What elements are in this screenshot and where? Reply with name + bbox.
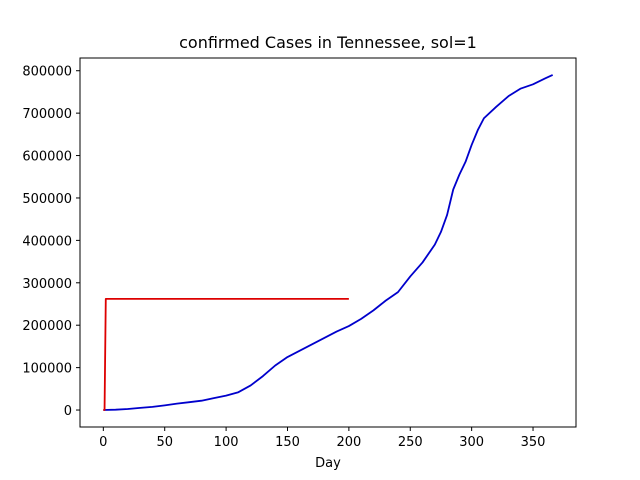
y-tick-label: 700000	[22, 107, 72, 122]
x-axis: 0 50 100 150 200 250 300 350	[99, 427, 545, 450]
series-layer	[103, 74, 554, 411]
y-tick-label: 600000	[22, 150, 72, 165]
y-tick-label: 400000	[22, 234, 72, 249]
x-tick-label: 50	[156, 435, 173, 450]
y-tick-label: 300000	[22, 277, 72, 292]
y-tick-label: 200000	[22, 319, 72, 334]
y-axis: 0 100000 200000 300000 400000 500000 600000 700…	[22, 65, 80, 419]
x-tick-label: 250	[398, 435, 423, 450]
y-tick-label: 800000	[22, 65, 72, 80]
x-axis-label: Day	[315, 456, 341, 471]
x-tick-label: 350	[521, 435, 546, 450]
chart-title: confirmed Cases in Tennessee, sol=1	[179, 33, 477, 52]
x-tick-label: 150	[275, 435, 300, 450]
x-tick-label: 100	[214, 435, 239, 450]
y-tick-label: 100000	[22, 362, 72, 377]
series-line-1	[103, 298, 349, 411]
plot-frame	[79, 57, 577, 428]
x-tick-label: 300	[459, 435, 484, 450]
series-line-0	[103, 74, 554, 411]
y-tick-label: 0	[64, 404, 72, 419]
y-tick-label: 500000	[22, 192, 72, 207]
x-tick-label: 0	[99, 435, 107, 450]
x-tick-label: 200	[336, 435, 361, 450]
